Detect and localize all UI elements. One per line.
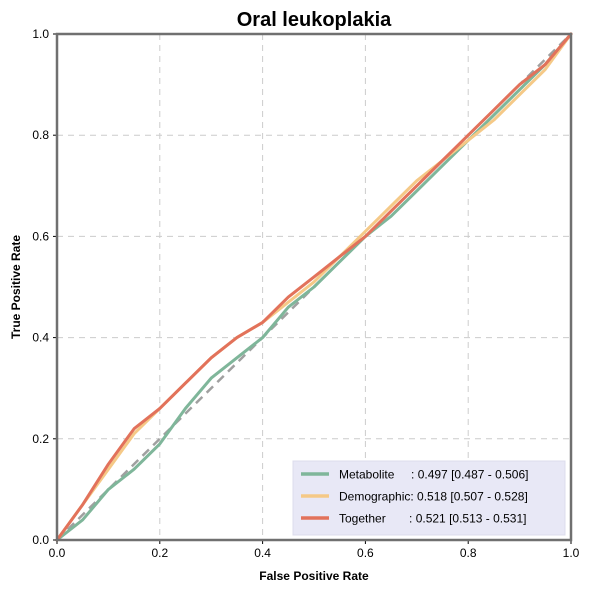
legend-entry: Together : 0.521 [0.513 - 0.531] — [339, 512, 526, 526]
y-tick-label: 1.0 — [32, 27, 49, 41]
chart-title: Oral leukoplakia — [237, 9, 392, 31]
series-line-metabolite — [55, 32, 573, 542]
legend-box — [292, 460, 566, 536]
x-tick-label: 0.4 — [254, 546, 271, 560]
y-tick-label: 0.4 — [32, 331, 49, 345]
x-tick-label: 0.6 — [357, 546, 374, 560]
plot-frame — [55, 32, 573, 542]
tick-labels: 0.0 0.2 0.4 0.6 0.8 1.0 0.0 0.2 0.4 0.6 0.8 1.0 — [32, 27, 579, 560]
y-tick-label: 0.2 — [32, 432, 49, 446]
y-tick-label: 0.6 — [32, 229, 49, 243]
series-lines — [55, 32, 573, 542]
y-axis-label: True Positive Rate — [9, 235, 23, 339]
legend-entry: Metabolite : 0.497 [0.487 - 0.506] — [339, 468, 528, 482]
x-axis-label: False Positive Rate — [259, 569, 369, 583]
x-tick-label: 0.0 — [49, 546, 66, 560]
grid-lines — [57, 34, 571, 540]
x-tick-label: 1.0 — [563, 546, 580, 560]
x-tick-label: 0.2 — [151, 546, 168, 560]
series-line-demographic — [55, 32, 573, 542]
series-line-together — [55, 32, 573, 542]
legend: Metabolite : 0.497 [0.487 - 0.506] Demogr… — [292, 460, 566, 536]
x-tick-label: 0.8 — [460, 546, 477, 560]
y-tick-label: 0.0 — [32, 533, 49, 547]
y-tick-label: 0.8 — [32, 128, 49, 142]
legend-entry: Demographic: 0.518 [0.507 - 0.528] — [339, 490, 528, 504]
